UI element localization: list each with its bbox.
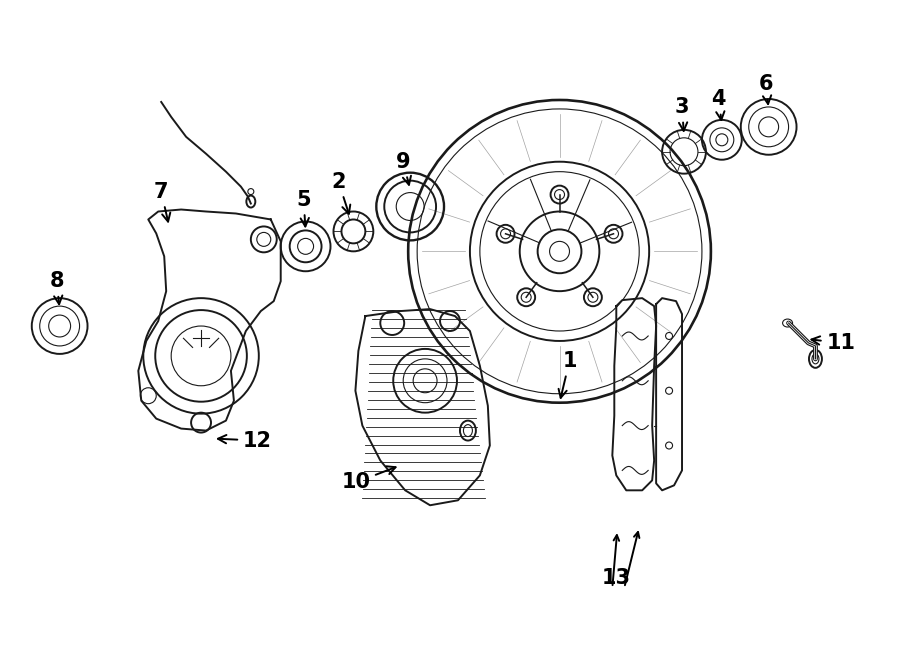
- Text: 9: 9: [396, 152, 411, 185]
- Text: 2: 2: [331, 172, 350, 214]
- Text: 6: 6: [759, 74, 773, 104]
- Text: 3: 3: [675, 97, 689, 131]
- Text: 7: 7: [154, 182, 170, 221]
- Text: 13: 13: [602, 568, 631, 588]
- Text: 5: 5: [296, 190, 310, 227]
- Text: 4: 4: [712, 89, 726, 120]
- Text: 10: 10: [341, 466, 396, 492]
- Text: 1: 1: [559, 351, 577, 398]
- Text: 12: 12: [218, 430, 272, 451]
- Text: 11: 11: [812, 333, 855, 353]
- Text: 8: 8: [50, 271, 64, 304]
